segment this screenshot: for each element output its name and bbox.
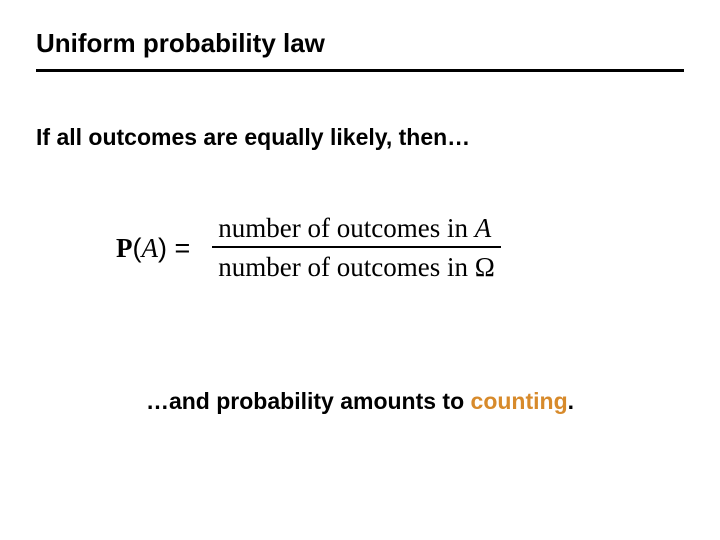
formula-open-paren: ( [133, 233, 142, 263]
formula-event-A: A [142, 233, 159, 263]
title-underline [36, 69, 684, 72]
formula-close-equals: ) = [158, 233, 190, 263]
intro-text: If all outcomes are equally likely, then… [36, 124, 684, 151]
denominator-omega: Ω [475, 252, 495, 282]
conclusion-prefix: …and probability amounts to [146, 388, 471, 414]
fraction-numerator: number of outcomes in A [212, 213, 501, 246]
formula-P: P [116, 233, 133, 263]
conclusion-accent-word: counting [471, 388, 568, 414]
conclusion-text: …and probability amounts to counting. [0, 388, 720, 415]
denominator-text: number of outcomes in [218, 252, 474, 282]
fraction-denominator: number of outcomes in Ω [212, 248, 501, 283]
conclusion-suffix: . [568, 388, 574, 414]
formula-fraction: number of outcomes in A number of outcom… [212, 213, 501, 283]
numerator-A: A [475, 213, 492, 243]
formula: P(A) = number of outcomes in A number of… [116, 213, 684, 283]
slide-title: Uniform probability law [36, 28, 684, 67]
formula-lhs: P(A) = [116, 233, 190, 264]
numerator-text: number of outcomes in [218, 213, 474, 243]
slide: Uniform probability law If all outcomes … [0, 0, 720, 540]
